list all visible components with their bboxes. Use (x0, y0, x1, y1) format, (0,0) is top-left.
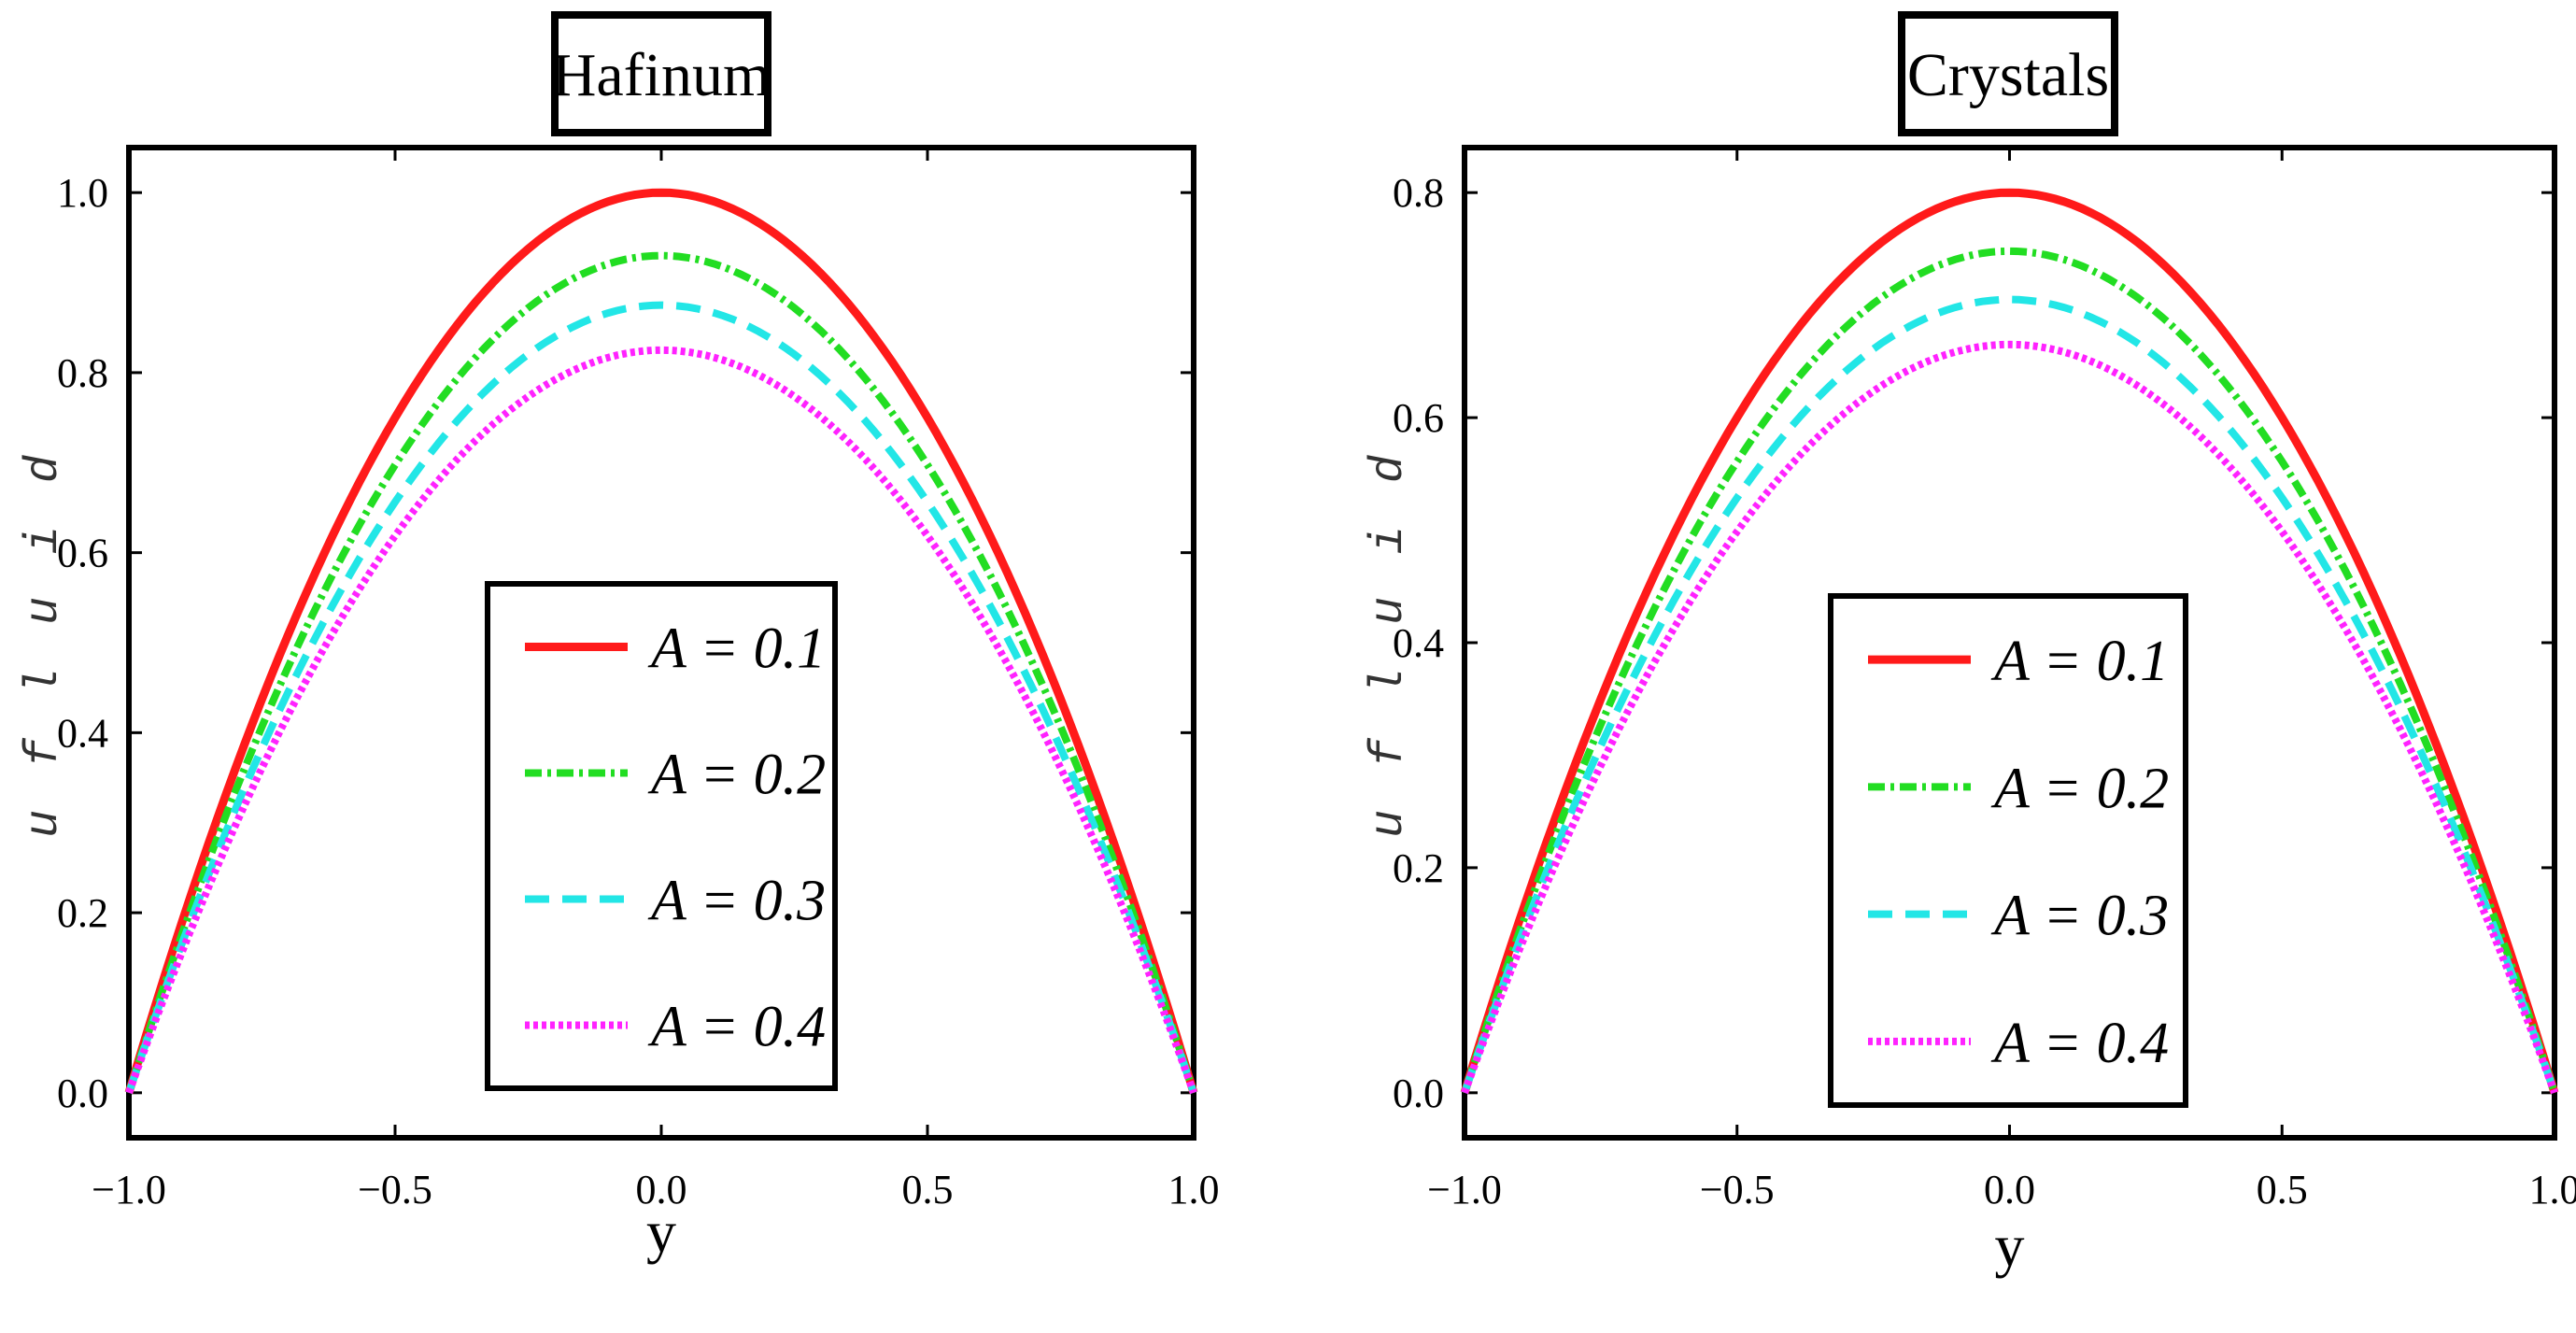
title-box (551, 11, 771, 136)
x-axis-label: y (646, 1198, 676, 1265)
y-tick-label: 1.0 (57, 170, 108, 216)
chart-panel-2: Crystals 0.0 0.2 0.4 0.6 0.8 −1.0 −0.5 0.0 0.5 1.0… (1363, 11, 2576, 1279)
x-tick-label: 0.0 (1984, 1167, 2035, 1212)
y-tick-label: 0.4 (57, 710, 108, 756)
chart-title: Hafinum (552, 41, 771, 109)
x-tick-label: 0.5 (902, 1167, 954, 1212)
series-line-A---0-3 (1461, 295, 2558, 1095)
x-tick-label: 1.0 (1168, 1167, 1220, 1212)
series-line-A---0-2 (1461, 247, 2558, 1095)
y-axis-label: u f l u i d (18, 447, 71, 838)
y-tick-label: 0.0 (1393, 1071, 1444, 1116)
y-tick-label: 0.8 (1393, 170, 1444, 216)
y-tick-label: 0.8 (57, 350, 108, 396)
x-tick-label: −1.0 (1427, 1167, 1502, 1212)
series-line-A---0-1 (124, 188, 1198, 1095)
chart-panel-1: Hafinum 0.0 0.2 0.4 0.6 0.8 1.0 −1.0 −0.5 0.0 0.5 1… (18, 11, 1220, 1265)
chart-title: Crystals (1907, 41, 2109, 109)
legend-label: A = 0.4 (647, 996, 826, 1059)
series-line-A---0-4 (1461, 340, 2558, 1095)
y-tick-label: 0.6 (1393, 395, 1444, 441)
legend-box (1828, 593, 2188, 1108)
x-tick-label: 0.0 (636, 1167, 687, 1212)
title-box (1898, 11, 2118, 136)
legend-label: A = 0.2 (1990, 757, 2169, 820)
y-tick-label: 0.6 (57, 531, 108, 576)
x-tick-label: 1.0 (2529, 1167, 2576, 1212)
legend-label: A = 0.2 (647, 744, 826, 807)
series-line-A---0-4 (125, 346, 1197, 1095)
legend-label: A = 0.3 (647, 870, 826, 933)
y-tick-label: 0.2 (1393, 845, 1444, 891)
x-tick-label: −1.0 (92, 1167, 166, 1212)
x-tick-label: −0.5 (1700, 1167, 1775, 1212)
x-axis-label: y (1995, 1212, 2025, 1279)
y-tick-label: 0.2 (57, 890, 108, 936)
legend-label: A = 0.1 (1990, 630, 2169, 693)
legend-box (485, 581, 838, 1091)
y-axis-label: u f l u i d (1363, 447, 1416, 838)
series-line-A---0-3 (125, 301, 1197, 1095)
legend-label: A = 0.1 (647, 617, 826, 681)
y-tick-label: 0.4 (1393, 620, 1444, 666)
x-tick-label: −0.5 (358, 1167, 432, 1212)
legend-label: A = 0.3 (1990, 885, 2169, 948)
y-tick-label: 0.0 (57, 1071, 108, 1116)
series-line-A---0-1 (1460, 188, 2559, 1095)
legend-label: A = 0.4 (1990, 1012, 2169, 1075)
x-tick-label: 0.5 (2257, 1167, 2308, 1212)
